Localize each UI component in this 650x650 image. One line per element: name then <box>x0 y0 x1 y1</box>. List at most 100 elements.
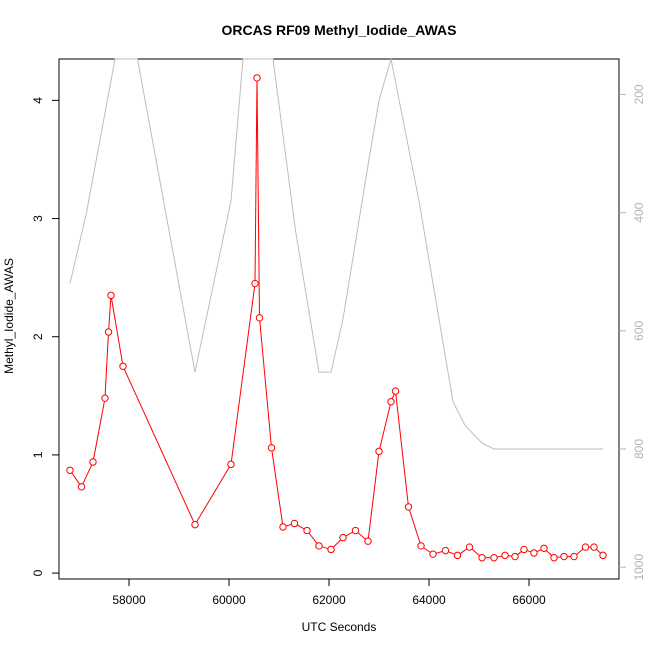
x-tick-label: 64000 <box>412 593 446 607</box>
series-segment <box>367 454 380 539</box>
series-segment <box>196 466 230 523</box>
data-point <box>315 542 323 550</box>
data-point <box>417 542 425 550</box>
series-segment <box>71 472 81 485</box>
series-segment <box>435 551 443 554</box>
y-axis-label: Methyl_Iodide_AWAS <box>2 258 16 374</box>
data-point <box>279 523 287 531</box>
series-segment <box>82 464 93 485</box>
series-segment <box>395 394 409 504</box>
series-segment <box>576 548 584 555</box>
series-segment <box>271 450 284 524</box>
x-tick-label: 66000 <box>512 593 546 607</box>
y-axis-right: 200 400 600 800 1000 <box>619 84 646 581</box>
series-segment <box>391 393 395 399</box>
series-segment <box>409 509 421 544</box>
data-point <box>441 546 450 555</box>
data-point <box>191 520 199 529</box>
series-left <box>66 74 607 562</box>
data-point <box>404 503 413 511</box>
data-point <box>227 460 235 469</box>
data-point <box>290 519 299 528</box>
series-segment <box>111 298 123 364</box>
data-point <box>119 362 127 370</box>
data-point <box>511 552 519 561</box>
x-tick-label: 60000 <box>212 593 246 607</box>
series-segment <box>254 81 258 281</box>
y-axis-left: 0 1 2 3 4 <box>31 97 59 576</box>
x-tick-label: 58000 <box>112 593 146 607</box>
series-segment <box>297 524 305 530</box>
x-axis: 58000 60000 62000 64000 66000 <box>112 579 546 607</box>
data-point <box>89 458 97 466</box>
data-point <box>550 554 558 562</box>
data-point <box>351 526 360 535</box>
series-segment <box>459 548 468 554</box>
data-point <box>520 545 528 554</box>
series-segment <box>123 368 195 522</box>
data-point <box>66 466 74 474</box>
series-segment <box>596 548 601 554</box>
data-point <box>391 387 400 395</box>
data-point <box>465 543 474 551</box>
data-point <box>77 483 86 491</box>
series-segment <box>256 81 260 315</box>
series-segment <box>448 551 455 555</box>
data-point <box>590 543 598 551</box>
series-right <box>69 58 603 450</box>
data-point <box>429 550 437 558</box>
series-segment <box>259 320 272 445</box>
y-tick-label: 0 <box>31 569 45 576</box>
data-point <box>267 444 276 452</box>
right-tick-label: 600 <box>632 320 646 340</box>
series-line <box>69 58 603 450</box>
data-point <box>364 537 372 545</box>
data-point <box>327 545 335 554</box>
series-segment <box>104 335 109 396</box>
data-point <box>251 279 259 288</box>
right-tick-label: 1000 <box>632 554 646 581</box>
series-layer <box>66 58 607 562</box>
series-segment <box>379 404 391 449</box>
x-axis-label: UTC Seconds <box>302 620 377 634</box>
plot-frame <box>58 58 620 580</box>
series-segment <box>497 555 502 558</box>
right-tick-label: 800 <box>632 439 646 459</box>
series-segment <box>423 547 431 553</box>
right-tick-label: 200 <box>632 84 646 104</box>
chart-title: ORCAS RF09 Methyl_Iodide_AWAS <box>222 22 457 38</box>
series-segment <box>308 532 318 544</box>
data-point <box>560 552 568 561</box>
series-segment <box>108 298 112 329</box>
data-point <box>255 314 264 322</box>
series-segment <box>93 401 105 459</box>
data-point <box>530 549 538 557</box>
x-tick-label: 62000 <box>312 593 346 607</box>
series-segment <box>526 550 532 553</box>
y-tick-label: 1 <box>31 451 45 458</box>
data-point <box>253 74 261 82</box>
series-segment <box>357 532 366 540</box>
series-segment <box>321 546 329 550</box>
series-segment <box>536 549 542 553</box>
data-point <box>490 554 498 562</box>
data-point <box>570 552 578 561</box>
data-point <box>387 398 395 406</box>
data-point <box>375 447 383 456</box>
data-point <box>478 554 486 562</box>
data-point <box>540 544 548 552</box>
series-segment <box>285 523 292 527</box>
data-point <box>107 291 115 300</box>
series-segment <box>471 548 480 557</box>
data-point <box>303 526 311 535</box>
data-point <box>453 551 462 560</box>
data-point <box>581 543 590 551</box>
data-point <box>101 394 109 402</box>
y-tick-label: 3 <box>31 215 45 222</box>
data-point <box>599 551 607 560</box>
data-point <box>339 533 347 542</box>
y-tick-label: 4 <box>31 97 45 104</box>
data-point <box>104 328 113 336</box>
series-segment <box>545 550 553 556</box>
